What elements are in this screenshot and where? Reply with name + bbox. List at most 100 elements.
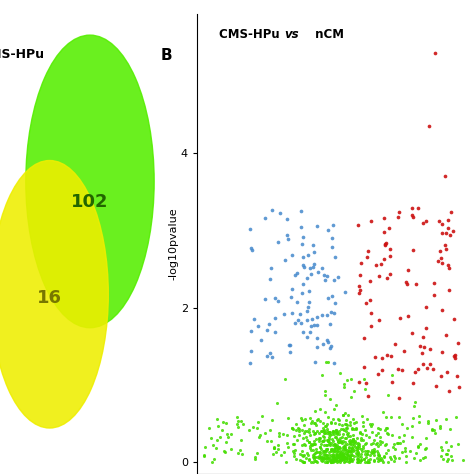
Point bbox=[306, 264, 314, 272]
Point bbox=[234, 449, 242, 457]
Point bbox=[363, 431, 370, 439]
Point bbox=[329, 457, 337, 465]
Point bbox=[219, 419, 227, 426]
Point bbox=[332, 426, 339, 434]
Point bbox=[320, 429, 328, 437]
Point bbox=[364, 456, 372, 463]
Point bbox=[353, 450, 360, 458]
Point bbox=[331, 443, 338, 451]
Point bbox=[308, 441, 315, 448]
Point bbox=[323, 454, 330, 461]
Point bbox=[270, 444, 278, 452]
Point bbox=[341, 456, 348, 463]
Point bbox=[357, 434, 365, 442]
Point bbox=[438, 259, 445, 267]
Point bbox=[368, 428, 375, 436]
Point bbox=[438, 306, 446, 313]
Point bbox=[308, 446, 315, 454]
Point bbox=[331, 433, 338, 440]
Point bbox=[323, 441, 330, 449]
Point bbox=[320, 454, 328, 462]
Point bbox=[249, 423, 257, 431]
Point bbox=[233, 413, 240, 421]
Point bbox=[318, 437, 326, 444]
Point bbox=[344, 457, 351, 465]
Point bbox=[309, 427, 317, 435]
Point bbox=[394, 365, 401, 373]
Point bbox=[339, 449, 347, 457]
Point bbox=[377, 454, 384, 462]
Point bbox=[444, 446, 452, 454]
Point bbox=[319, 437, 327, 445]
Point bbox=[338, 456, 346, 464]
Point bbox=[315, 452, 323, 460]
Point bbox=[338, 447, 346, 455]
Point bbox=[282, 375, 289, 383]
Point bbox=[201, 443, 209, 451]
Point bbox=[321, 451, 329, 459]
Point bbox=[256, 431, 264, 439]
Point bbox=[299, 457, 306, 465]
Point bbox=[379, 458, 387, 466]
Point bbox=[313, 321, 321, 328]
Point bbox=[234, 418, 241, 425]
Point bbox=[444, 216, 452, 223]
Point bbox=[209, 441, 217, 449]
Point bbox=[439, 455, 447, 463]
Point bbox=[318, 264, 326, 272]
Point bbox=[367, 440, 375, 448]
Point bbox=[334, 445, 342, 452]
Point bbox=[331, 457, 339, 465]
Point bbox=[354, 455, 362, 463]
Point bbox=[352, 425, 360, 432]
Point bbox=[412, 449, 419, 456]
Point bbox=[333, 447, 341, 455]
Point bbox=[350, 438, 358, 445]
Point bbox=[400, 431, 408, 439]
Point bbox=[357, 456, 365, 464]
Point bbox=[419, 219, 427, 227]
Point bbox=[274, 298, 282, 305]
Point bbox=[393, 439, 401, 447]
Point bbox=[324, 445, 331, 453]
Point bbox=[316, 450, 324, 457]
Point bbox=[322, 422, 329, 429]
Point bbox=[274, 445, 282, 452]
Point bbox=[304, 251, 312, 258]
Point bbox=[362, 439, 369, 447]
Point bbox=[272, 448, 279, 456]
Point bbox=[333, 441, 340, 449]
Point bbox=[201, 452, 208, 460]
Point bbox=[213, 437, 221, 444]
Point bbox=[347, 447, 355, 454]
Point bbox=[324, 446, 331, 453]
Point bbox=[354, 458, 362, 465]
Circle shape bbox=[0, 161, 109, 428]
Point bbox=[346, 437, 354, 444]
Point bbox=[261, 429, 269, 437]
Point bbox=[336, 458, 344, 466]
Point bbox=[334, 452, 341, 460]
Point bbox=[361, 386, 369, 393]
Point bbox=[415, 204, 422, 212]
Point bbox=[409, 433, 416, 440]
Point bbox=[315, 448, 323, 456]
Point bbox=[429, 365, 437, 373]
Point bbox=[380, 452, 387, 460]
Point bbox=[428, 425, 436, 432]
Point bbox=[301, 451, 308, 459]
Point bbox=[384, 430, 392, 438]
Point bbox=[336, 453, 343, 461]
Point bbox=[367, 448, 375, 456]
Point bbox=[301, 428, 309, 435]
Point bbox=[381, 241, 388, 248]
Point bbox=[336, 451, 344, 458]
Point bbox=[380, 214, 387, 222]
Point bbox=[328, 451, 335, 458]
Point bbox=[343, 425, 351, 432]
Point bbox=[224, 433, 232, 440]
Point bbox=[299, 280, 307, 287]
Point bbox=[300, 262, 307, 269]
Point bbox=[325, 454, 333, 462]
Point bbox=[348, 445, 356, 452]
